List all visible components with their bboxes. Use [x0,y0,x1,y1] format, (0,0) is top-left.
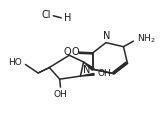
Text: N: N [83,65,91,75]
Text: O: O [64,47,71,57]
Text: OH: OH [54,90,67,99]
Polygon shape [84,62,94,70]
Text: Cl: Cl [41,10,51,20]
Polygon shape [80,73,94,76]
Text: NH$_2$: NH$_2$ [137,32,155,45]
Text: H: H [64,13,71,23]
Text: N: N [103,31,110,41]
Text: HO: HO [9,58,22,67]
Text: OH: OH [98,69,112,78]
Text: O: O [71,47,79,57]
